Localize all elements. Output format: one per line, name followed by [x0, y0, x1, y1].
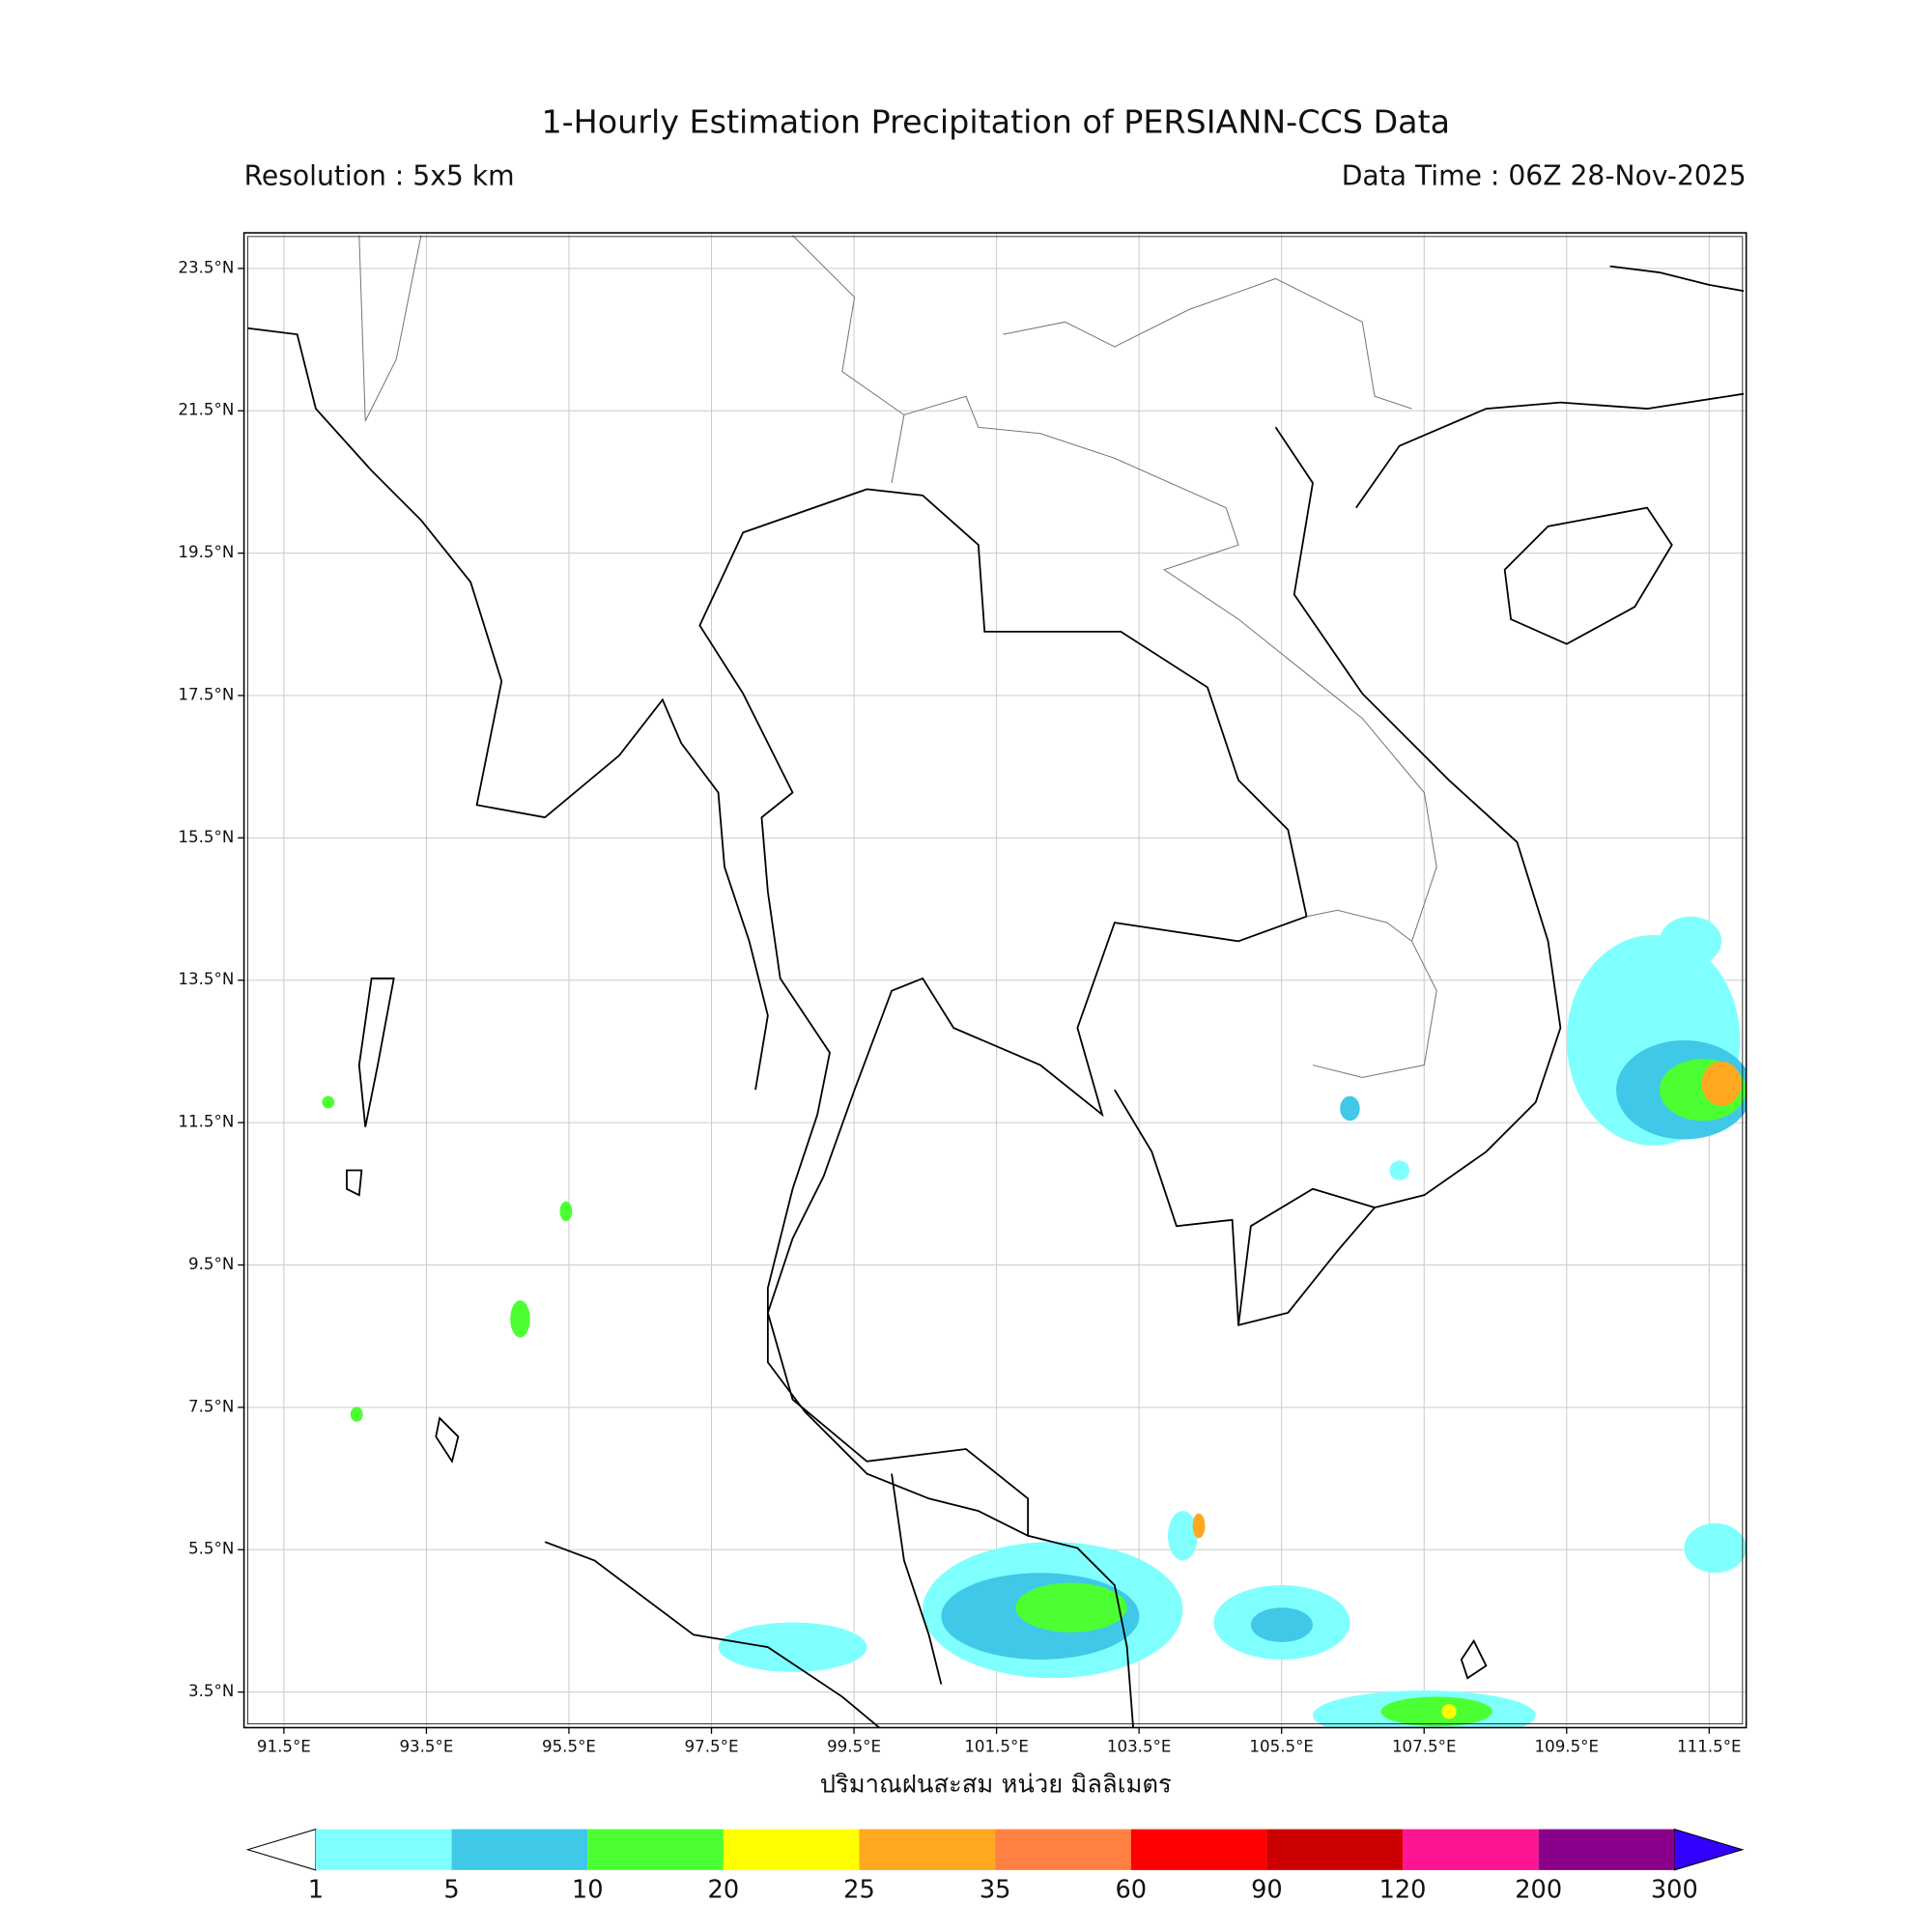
- resolution: Resolution : 5x5 km: [244, 159, 515, 191]
- colorbar-bin: [1266, 1829, 1404, 1870]
- x-tick-label: 103.5°E: [1107, 1737, 1172, 1755]
- map-frame: [242, 232, 1747, 1729]
- x-tick-label: 99.5°E: [827, 1737, 881, 1755]
- colorbar-label: 200: [1515, 1876, 1562, 1905]
- x-tick-label: 95.5°E: [542, 1737, 596, 1755]
- y-tick-label: 15.5°N: [178, 828, 234, 846]
- rain: [322, 916, 1747, 1728]
- colorbar-label: 20: [708, 1876, 740, 1905]
- y-tick-label: 23.5°N: [178, 258, 234, 276]
- colorbar-label: 60: [1115, 1876, 1147, 1905]
- colorbar-label: 90: [1251, 1876, 1283, 1905]
- data-time: Data Time : 06Z 28-Nov-2025: [1342, 159, 1747, 191]
- colorbar-bin: [1403, 1829, 1539, 1870]
- y-tick-label: 19.5°N: [178, 543, 234, 561]
- colorbar-bin: [995, 1829, 1131, 1870]
- colorbar-over: [1673, 1828, 1745, 1871]
- y-tick-label: 17.5°N: [178, 685, 234, 703]
- x-tick-label: 91.5°E: [257, 1737, 311, 1755]
- map-frame-inner: [247, 236, 1744, 1724]
- y-tick-label: 7.5°N: [188, 1397, 234, 1415]
- map-layers: [247, 235, 1747, 1728]
- grid: [243, 233, 1747, 1728]
- x-tick-label: 101.5°E: [964, 1737, 1029, 1755]
- colorbar-bin: [587, 1829, 724, 1870]
- coastlines: [247, 265, 1745, 1728]
- x-tick-label: 107.5°E: [1392, 1737, 1457, 1755]
- colorbar-under: [245, 1828, 317, 1871]
- colorbar-bin: [451, 1829, 588, 1870]
- y-tick-label: 9.5°N: [188, 1255, 234, 1273]
- colorbar-label: 120: [1379, 1876, 1427, 1905]
- borders: [358, 235, 1437, 1078]
- colorbar-bin: [315, 1829, 452, 1870]
- colorbar-bin: [859, 1829, 996, 1870]
- x-axis-label: ปริมาณฝนสะสม หน่วย มิลลิเมตร: [820, 1771, 1172, 1800]
- colorbar-label: 300: [1651, 1876, 1698, 1905]
- x-tick-label: 111.5°E: [1677, 1737, 1742, 1755]
- x-tick-label: 97.5°E: [685, 1737, 739, 1755]
- colorbar-bin: [723, 1829, 860, 1870]
- y-tick-label: 5.5°N: [188, 1540, 234, 1558]
- y-tick-label: 21.5°N: [178, 401, 234, 419]
- colorbar-label: 10: [572, 1876, 604, 1905]
- x-tick-label: 105.5°E: [1249, 1737, 1314, 1755]
- y-tick-label: 13.5°N: [178, 970, 234, 988]
- colorbar-label: 25: [843, 1876, 875, 1905]
- colorbar-label: 35: [980, 1876, 1011, 1905]
- colorbar-bin: [1130, 1829, 1267, 1870]
- x-tick-label: 93.5°E: [399, 1737, 453, 1755]
- colorbar-label: 5: [443, 1876, 459, 1905]
- colorbar-label: 1: [308, 1876, 324, 1905]
- y-tick-label: 3.5°N: [188, 1682, 234, 1700]
- title: 1-Hourly Estimation Precipitation of PER…: [541, 103, 1450, 141]
- y-tick-label: 11.5°N: [178, 1113, 234, 1131]
- map-area: [247, 235, 1747, 1728]
- x-tick-label: 109.5°E: [1535, 1737, 1600, 1755]
- colorbar-bin: [1538, 1829, 1675, 1870]
